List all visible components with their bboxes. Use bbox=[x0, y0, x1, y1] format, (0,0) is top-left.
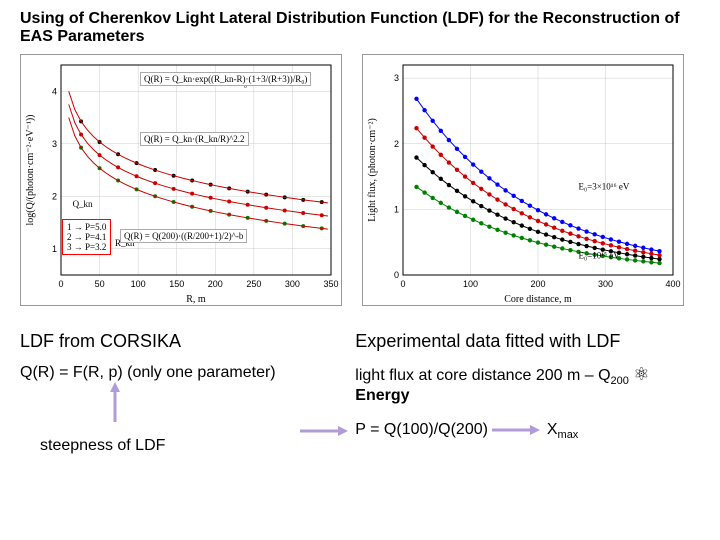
legend-p-3: 3 → P=3.2 bbox=[67, 242, 106, 252]
right-chart: 0 100 200 300 400 0 1 2 3 Core distance, m Light f… bbox=[362, 54, 684, 306]
svg-text:50: 50 bbox=[95, 279, 105, 289]
svg-text:0: 0 bbox=[394, 270, 399, 280]
text-p: P = Q(100)/Q(200) bbox=[355, 421, 488, 438]
svg-text:3: 3 bbox=[52, 139, 57, 149]
svg-text:400: 400 bbox=[665, 279, 680, 289]
svg-text:100: 100 bbox=[131, 279, 146, 289]
formula-2: Q(R) = Q_kn·(R_kn/R)^2.2 bbox=[140, 132, 249, 146]
bottom-section: LDF from CORSIKA Experimental data fitte… bbox=[20, 331, 700, 455]
svg-text:3: 3 bbox=[394, 73, 399, 83]
arrow-right-1 bbox=[300, 424, 350, 438]
formula-1: Q(R) = Q_kn·exp((R_kn-R)·(1+3/(R+3))/R₀) bbox=[140, 72, 311, 86]
svg-text:150: 150 bbox=[169, 279, 184, 289]
svg-text:E₀=3×10¹⁶ eV: E₀=3×10¹⁶ eV bbox=[579, 182, 630, 192]
svg-text:2: 2 bbox=[394, 139, 399, 149]
caption-left: LDF from CORSIKA bbox=[20, 331, 325, 352]
left-chart-wrap: 0 50 100 150 200 250 300 350 1 2 3 4 R, m log(Q/(phot… bbox=[20, 54, 342, 311]
text-energy: Energy bbox=[355, 387, 700, 405]
text-flux: light flux at core distance 200 m – Q200… bbox=[355, 364, 700, 387]
svg-text:0: 0 bbox=[400, 279, 405, 289]
text-steepness: steepness of LDF bbox=[40, 437, 325, 455]
arrow-up-1 bbox=[20, 382, 170, 432]
svg-text:0: 0 bbox=[58, 279, 63, 289]
legend-p-1: 1 → P=5.0 bbox=[67, 222, 106, 232]
text-qr: Q(R) = F(R, p) (only one parameter) bbox=[20, 364, 325, 382]
svg-text:1: 1 bbox=[52, 244, 57, 254]
svg-text:200: 200 bbox=[530, 279, 545, 289]
svg-text:300: 300 bbox=[598, 279, 613, 289]
svg-text:log(Q/(photon·cm⁻²·eV⁻¹)): log(Q/(photon·cm⁻²·eV⁻¹)) bbox=[25, 115, 36, 226]
svg-text:Light flux, (photon·cm⁻²): Light flux, (photon·cm⁻²) bbox=[367, 118, 378, 222]
svg-text:E₀=10¹⁵ eV: E₀=10¹⁵ eV bbox=[579, 251, 621, 261]
svg-text:1: 1 bbox=[394, 204, 399, 214]
svg-text:350: 350 bbox=[323, 279, 338, 289]
svg-text:Q_kn: Q_kn bbox=[73, 199, 93, 209]
svg-text:Core distance, m: Core distance, m bbox=[504, 294, 572, 305]
legend-p-2: 2 → P=4.1 bbox=[67, 232, 106, 242]
svg-text:R, m: R, m bbox=[186, 294, 206, 305]
formula-3: Q(R) = Q(200)·((R/200+1)/2)^-b bbox=[120, 229, 247, 243]
svg-text:250: 250 bbox=[246, 279, 261, 289]
svg-text:100: 100 bbox=[463, 279, 478, 289]
svg-text:2: 2 bbox=[52, 191, 57, 201]
legend-p-box: 1 → P=5.0 2 → P=4.1 3 → P=3.2 bbox=[62, 219, 111, 255]
svg-text:200: 200 bbox=[208, 279, 223, 289]
atom-icon: ⚛ bbox=[633, 364, 649, 384]
left-chart: 0 50 100 150 200 250 300 350 1 2 3 4 R, m log(Q/(phot… bbox=[20, 54, 342, 306]
charts-row: 0501001502002503003501234R, mlog(Q/(phot… bbox=[20, 54, 700, 311]
svg-text:300: 300 bbox=[285, 279, 300, 289]
caption-right: Experimental data fitted with LDF bbox=[355, 331, 700, 352]
text-xmax: Xmax bbox=[547, 421, 578, 438]
slide-title: Using of Cherenkov Light Lateral Distrib… bbox=[20, 10, 700, 46]
arrow-right-2 bbox=[492, 423, 542, 437]
svg-text:4: 4 bbox=[52, 86, 57, 96]
right-chart-wrap: 0 100 200 300 400 0 1 2 3 Core distance, m Light f… bbox=[362, 54, 684, 311]
